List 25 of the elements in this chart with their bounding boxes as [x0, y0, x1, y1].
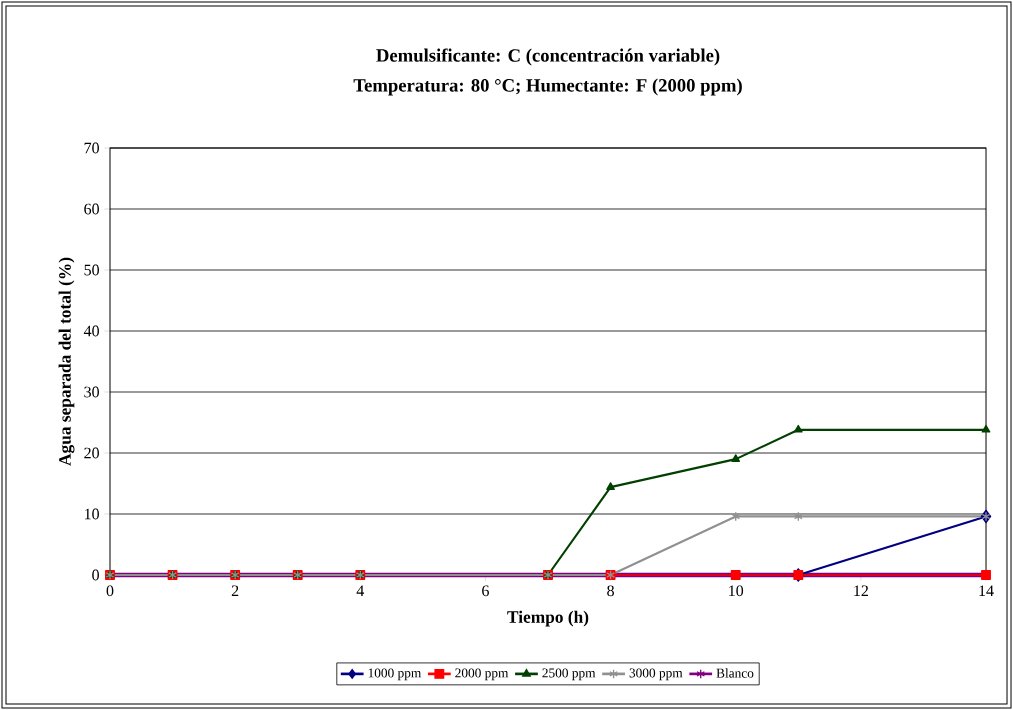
x-axis-title: Tiempo (h) — [507, 610, 589, 627]
x-tick-label: 10 — [729, 585, 744, 597]
y-axis-title: Agua separada del total (%) — [58, 257, 75, 466]
x-tick-label: 8 — [607, 585, 614, 597]
x-tick-label: 2 — [231, 585, 239, 596]
x-tick-label: 0 — [106, 585, 114, 597]
legend-label: 2500 ppm — [542, 668, 596, 681]
legend-label: Blanco — [716, 668, 754, 678]
x-tick-label: 6 — [482, 585, 489, 597]
y-tick-label: 60 — [84, 203, 99, 215]
legend-label: 2000 ppm — [455, 668, 509, 681]
x-tick-label: 4 — [356, 585, 365, 596]
y-tick-label: 40 — [83, 325, 99, 337]
y-tick-label: 30 — [84, 386, 99, 398]
chart-subtitle: Temperatura: 80 °C; Humectante: F (2000 ppm) — [353, 78, 742, 96]
x-tick-label: 14 — [979, 585, 994, 596]
chart-title: Demulsificante: C (concentración variable) — [376, 48, 720, 66]
legend-label: 1000 ppm — [368, 668, 422, 681]
y-tick-label: 50 — [84, 264, 99, 276]
y-tick-label: 0 — [92, 569, 99, 581]
y-tick-label: 70 — [84, 142, 99, 154]
x-tick-label: 12 — [854, 585, 868, 596]
y-tick-label: 20 — [84, 447, 99, 459]
y-tick-label: 10 — [85, 508, 99, 520]
legend-label: 3000 ppm — [629, 668, 683, 681]
